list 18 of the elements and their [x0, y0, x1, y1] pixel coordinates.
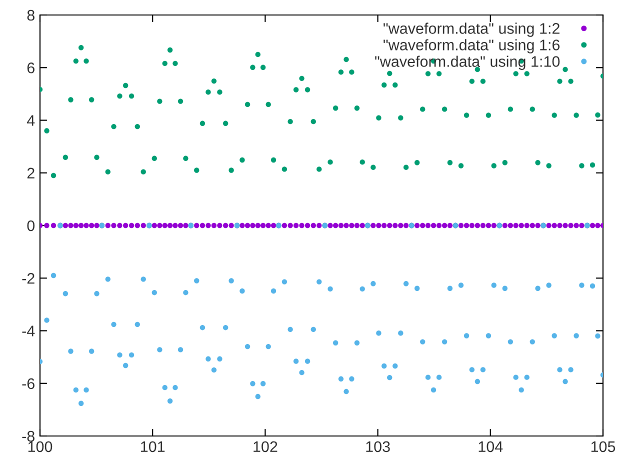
y-tick-label: 0	[27, 220, 35, 232]
legend-label: "waveform.data" using 1:6	[384, 39, 560, 54]
y-tick-label: -6	[22, 378, 34, 390]
y-tick-label: 6	[27, 62, 34, 74]
x-tick-label: 103	[366, 441, 390, 452]
y-tick-label: -8	[22, 430, 34, 442]
y-tick-label: 2	[27, 168, 34, 178]
y-tick-label: 4	[26, 115, 35, 126]
x-tick-label: 105	[591, 441, 616, 452]
x-tick-label: 102	[254, 441, 278, 452]
y-tick-label: -4	[22, 326, 35, 336]
legend-label: "waveform.data" using 1:2	[384, 22, 560, 37]
x-tick-label: 101	[141, 441, 165, 452]
y-tick-label: 8	[27, 10, 34, 21]
y-tick-label: -2	[22, 272, 34, 284]
legend-label: "waveform.data" using 1:10	[375, 56, 560, 70]
x-tick-label: 104	[478, 441, 503, 452]
x-tick-label: 100	[28, 441, 52, 452]
